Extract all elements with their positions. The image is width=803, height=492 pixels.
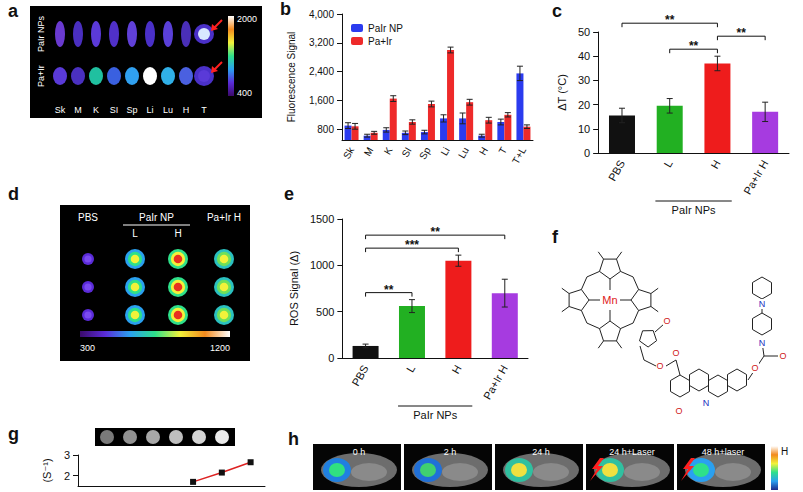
svg-text:**: ** bbox=[431, 225, 441, 239]
svg-text:H: H bbox=[449, 363, 463, 376]
html-text:f: f bbox=[552, 227, 558, 247]
svg-text:H: H bbox=[183, 105, 190, 115]
svg-text:800: 800 bbox=[317, 124, 334, 135]
svg-text:Li: Li bbox=[146, 105, 153, 115]
svg-text:2 h: 2 h bbox=[444, 447, 457, 457]
svg-text:H: H bbox=[708, 158, 722, 171]
svg-text:2,400: 2,400 bbox=[309, 66, 334, 77]
svg-text:4,000: 4,000 bbox=[309, 9, 334, 20]
svg-text:PBS: PBS bbox=[606, 158, 627, 183]
svg-text:PaIr NP: PaIr NP bbox=[368, 23, 403, 34]
svg-text:O: O bbox=[656, 361, 663, 371]
svg-text:K: K bbox=[93, 105, 99, 115]
svg-text:0: 0 bbox=[584, 147, 590, 159]
svg-text:H: H bbox=[174, 228, 181, 239]
svg-text:PaIr NPs: PaIr NPs bbox=[672, 204, 717, 216]
svg-text:M: M bbox=[362, 145, 376, 158]
html-text:e: e bbox=[284, 184, 294, 204]
svg-text:H: H bbox=[477, 145, 490, 157]
html-text:a: a bbox=[8, 1, 18, 21]
svg-text:Fluorescence Signal: Fluorescence Signal bbox=[286, 32, 297, 123]
svg-text:**: ** bbox=[737, 26, 747, 40]
svg-text:T: T bbox=[497, 145, 510, 156]
svg-text:0 h: 0 h bbox=[353, 447, 366, 457]
svg-text:L: L bbox=[661, 158, 674, 169]
svg-text:T+L: T+L bbox=[510, 145, 528, 166]
svg-text:40: 40 bbox=[578, 50, 590, 62]
svg-text:N: N bbox=[703, 398, 710, 408]
html-text:d: d bbox=[8, 184, 19, 204]
svg-text:Pa+Ir: Pa+Ir bbox=[36, 65, 46, 87]
svg-text:PaIr NPs: PaIr NPs bbox=[36, 15, 46, 52]
svg-text:SI: SI bbox=[399, 145, 413, 159]
svg-text:24 h: 24 h bbox=[532, 447, 550, 457]
svg-text:Sp: Sp bbox=[126, 105, 137, 115]
svg-text:Mn: Mn bbox=[602, 294, 617, 306]
html-text:g: g bbox=[8, 424, 19, 444]
svg-text:Lu: Lu bbox=[163, 105, 173, 115]
svg-text:Sk: Sk bbox=[55, 105, 66, 115]
svg-text:1200: 1200 bbox=[210, 343, 230, 353]
svg-text:L: L bbox=[132, 228, 138, 239]
svg-text:300: 300 bbox=[80, 343, 95, 353]
svg-text:H: H bbox=[781, 446, 788, 457]
svg-text:***: *** bbox=[405, 238, 419, 252]
svg-text:K: K bbox=[382, 145, 395, 157]
svg-text:Pa+Ir H: Pa+Ir H bbox=[207, 212, 241, 223]
svg-text:ROS Signal (Δ): ROS Signal (Δ) bbox=[288, 251, 300, 326]
svg-text:PaIr NPs: PaIr NPs bbox=[413, 409, 458, 421]
svg-text:3,200: 3,200 bbox=[309, 37, 334, 48]
svg-text:30: 30 bbox=[578, 74, 590, 86]
svg-text:500: 500 bbox=[316, 306, 334, 318]
svg-text:Sk: Sk bbox=[341, 145, 356, 161]
svg-text:O: O bbox=[751, 363, 758, 373]
svg-text:Sp: Sp bbox=[417, 145, 433, 161]
svg-text:T: T bbox=[201, 105, 207, 115]
svg-text:ΔT (°C): ΔT (°C) bbox=[556, 74, 568, 111]
svg-text:M: M bbox=[74, 105, 82, 115]
svg-text:20: 20 bbox=[578, 99, 590, 111]
svg-text:SI: SI bbox=[110, 105, 119, 115]
svg-text:O: O bbox=[675, 406, 682, 416]
svg-text:3: 3 bbox=[64, 449, 70, 461]
svg-text:48 h+laser: 48 h+laser bbox=[702, 447, 744, 457]
svg-text:O: O bbox=[663, 316, 670, 326]
svg-text:L: L bbox=[404, 363, 417, 374]
svg-text:PaIr NP: PaIr NP bbox=[139, 212, 174, 223]
svg-text:Lu: Lu bbox=[456, 145, 471, 160]
html-text:b: b bbox=[280, 0, 291, 19]
svg-text:PBS: PBS bbox=[349, 363, 370, 388]
svg-text:10: 10 bbox=[578, 123, 590, 135]
svg-text:**: ** bbox=[665, 13, 675, 27]
svg-text:**: ** bbox=[689, 39, 699, 53]
svg-text:O: O bbox=[779, 351, 786, 361]
svg-text:**: ** bbox=[384, 283, 394, 297]
svg-text:2: 2 bbox=[64, 470, 70, 482]
svg-text:O: O bbox=[672, 348, 679, 358]
svg-text:Li: Li bbox=[438, 145, 451, 157]
svg-text:1000: 1000 bbox=[310, 259, 334, 271]
svg-text:2000: 2000 bbox=[237, 14, 257, 24]
svg-text:1500: 1500 bbox=[310, 213, 334, 225]
svg-text:50: 50 bbox=[578, 26, 590, 38]
svg-text:1,600: 1,600 bbox=[309, 95, 334, 106]
svg-text:N: N bbox=[759, 338, 766, 348]
svg-text:0: 0 bbox=[328, 352, 334, 364]
svg-text:N: N bbox=[759, 299, 766, 309]
svg-text:Pa+Ir H: Pa+Ir H bbox=[481, 363, 510, 402]
svg-text:400: 400 bbox=[237, 88, 252, 98]
svg-text:Pa+Ir: Pa+Ir bbox=[368, 36, 393, 47]
svg-text:PBS: PBS bbox=[78, 212, 98, 223]
html-text:h: h bbox=[288, 429, 299, 449]
html-text:c: c bbox=[552, 1, 562, 21]
svg-text:(S⁻¹): (S⁻¹) bbox=[41, 458, 53, 482]
svg-text:24 h+Laser: 24 h+Laser bbox=[609, 447, 654, 457]
svg-text:Pa+Ir H: Pa+Ir H bbox=[741, 158, 770, 197]
